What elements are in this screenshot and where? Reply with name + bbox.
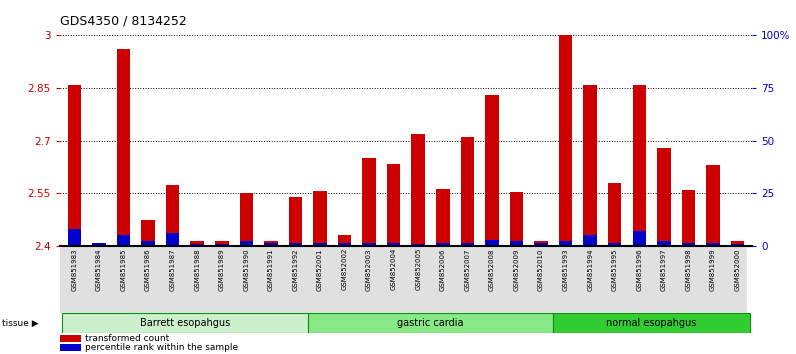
Bar bbox=[553, 313, 750, 333]
Text: GSM851997: GSM851997 bbox=[661, 248, 667, 291]
Bar bbox=[190, 241, 204, 246]
Bar bbox=[681, 190, 695, 246]
Bar bbox=[485, 240, 498, 246]
Text: GSM851987: GSM851987 bbox=[170, 248, 176, 291]
Bar bbox=[190, 244, 204, 246]
Bar bbox=[534, 241, 548, 246]
Bar bbox=[731, 244, 744, 246]
Bar bbox=[362, 243, 376, 246]
Text: GSM851994: GSM851994 bbox=[587, 248, 593, 291]
Bar bbox=[166, 184, 179, 246]
Bar bbox=[387, 242, 400, 246]
Bar bbox=[166, 233, 179, 246]
Text: GSM851986: GSM851986 bbox=[145, 248, 151, 291]
Text: transformed count: transformed count bbox=[84, 335, 169, 343]
Bar bbox=[240, 241, 253, 246]
Bar bbox=[142, 220, 155, 246]
Bar bbox=[485, 95, 498, 246]
Bar bbox=[314, 190, 327, 246]
Text: GSM852007: GSM852007 bbox=[464, 248, 470, 291]
Bar bbox=[681, 242, 695, 246]
Bar bbox=[436, 189, 450, 246]
Bar bbox=[461, 137, 474, 246]
Text: GSM851991: GSM851991 bbox=[268, 248, 274, 291]
Text: GSM852008: GSM852008 bbox=[489, 248, 495, 291]
Text: GDS4350 / 8134252: GDS4350 / 8134252 bbox=[60, 14, 186, 27]
Bar bbox=[264, 241, 278, 246]
Text: normal esopahgus: normal esopahgus bbox=[607, 318, 696, 328]
Bar bbox=[314, 242, 327, 246]
Bar bbox=[583, 85, 597, 246]
Bar bbox=[60, 344, 81, 351]
Bar bbox=[633, 85, 646, 246]
Text: GSM852002: GSM852002 bbox=[341, 248, 348, 290]
Bar bbox=[412, 134, 425, 246]
Bar bbox=[534, 243, 548, 246]
Bar bbox=[142, 241, 155, 246]
Bar bbox=[289, 243, 302, 246]
Bar bbox=[608, 242, 622, 246]
Bar bbox=[215, 244, 228, 246]
Text: GSM852003: GSM852003 bbox=[366, 248, 372, 291]
Text: GSM852006: GSM852006 bbox=[440, 248, 446, 291]
Bar bbox=[706, 165, 720, 246]
Bar bbox=[289, 197, 302, 246]
Bar bbox=[608, 183, 622, 246]
Text: GSM851983: GSM851983 bbox=[72, 248, 77, 291]
Bar bbox=[509, 241, 523, 246]
Bar bbox=[92, 243, 106, 246]
Text: GSM851985: GSM851985 bbox=[120, 248, 127, 291]
Bar bbox=[706, 243, 720, 246]
Bar bbox=[657, 241, 670, 246]
Bar bbox=[387, 164, 400, 246]
Text: GSM852000: GSM852000 bbox=[735, 248, 740, 291]
Text: GSM851993: GSM851993 bbox=[563, 248, 568, 291]
Text: GSM851996: GSM851996 bbox=[636, 248, 642, 291]
Text: GSM852001: GSM852001 bbox=[317, 248, 323, 291]
Bar bbox=[240, 193, 253, 246]
Bar bbox=[60, 336, 81, 343]
Bar bbox=[68, 229, 81, 246]
Bar bbox=[215, 241, 228, 246]
Bar bbox=[731, 241, 744, 246]
Text: GSM851988: GSM851988 bbox=[194, 248, 201, 291]
Bar bbox=[461, 242, 474, 246]
Bar bbox=[338, 243, 351, 246]
Text: GSM851990: GSM851990 bbox=[244, 248, 249, 291]
Text: percentile rank within the sample: percentile rank within the sample bbox=[84, 343, 238, 352]
Bar bbox=[436, 242, 450, 246]
Bar bbox=[362, 158, 376, 246]
Text: GSM852005: GSM852005 bbox=[416, 248, 421, 290]
Bar bbox=[264, 242, 278, 246]
Bar bbox=[308, 313, 553, 333]
Bar bbox=[62, 313, 308, 333]
Text: GSM852004: GSM852004 bbox=[391, 248, 396, 290]
Text: GSM851998: GSM851998 bbox=[685, 248, 692, 291]
Bar bbox=[583, 235, 597, 246]
Text: GSM851984: GSM851984 bbox=[96, 248, 102, 291]
Bar bbox=[657, 148, 670, 246]
Text: GSM851992: GSM851992 bbox=[292, 248, 298, 291]
Bar bbox=[412, 244, 425, 246]
Text: GSM852009: GSM852009 bbox=[513, 248, 520, 291]
Text: GSM851995: GSM851995 bbox=[611, 248, 618, 291]
Text: tissue ▶: tissue ▶ bbox=[2, 319, 38, 327]
Bar bbox=[68, 85, 81, 246]
Text: GSM851989: GSM851989 bbox=[219, 248, 224, 291]
Text: GSM852010: GSM852010 bbox=[538, 248, 544, 291]
Bar bbox=[559, 35, 572, 246]
Bar bbox=[117, 235, 131, 246]
Bar bbox=[509, 192, 523, 246]
Text: Barrett esopahgus: Barrett esopahgus bbox=[140, 318, 230, 328]
Bar bbox=[338, 235, 351, 246]
Bar bbox=[559, 241, 572, 246]
Bar bbox=[117, 50, 131, 246]
Text: GSM851999: GSM851999 bbox=[710, 248, 716, 291]
Text: gastric cardia: gastric cardia bbox=[397, 318, 464, 328]
Bar bbox=[633, 231, 646, 246]
